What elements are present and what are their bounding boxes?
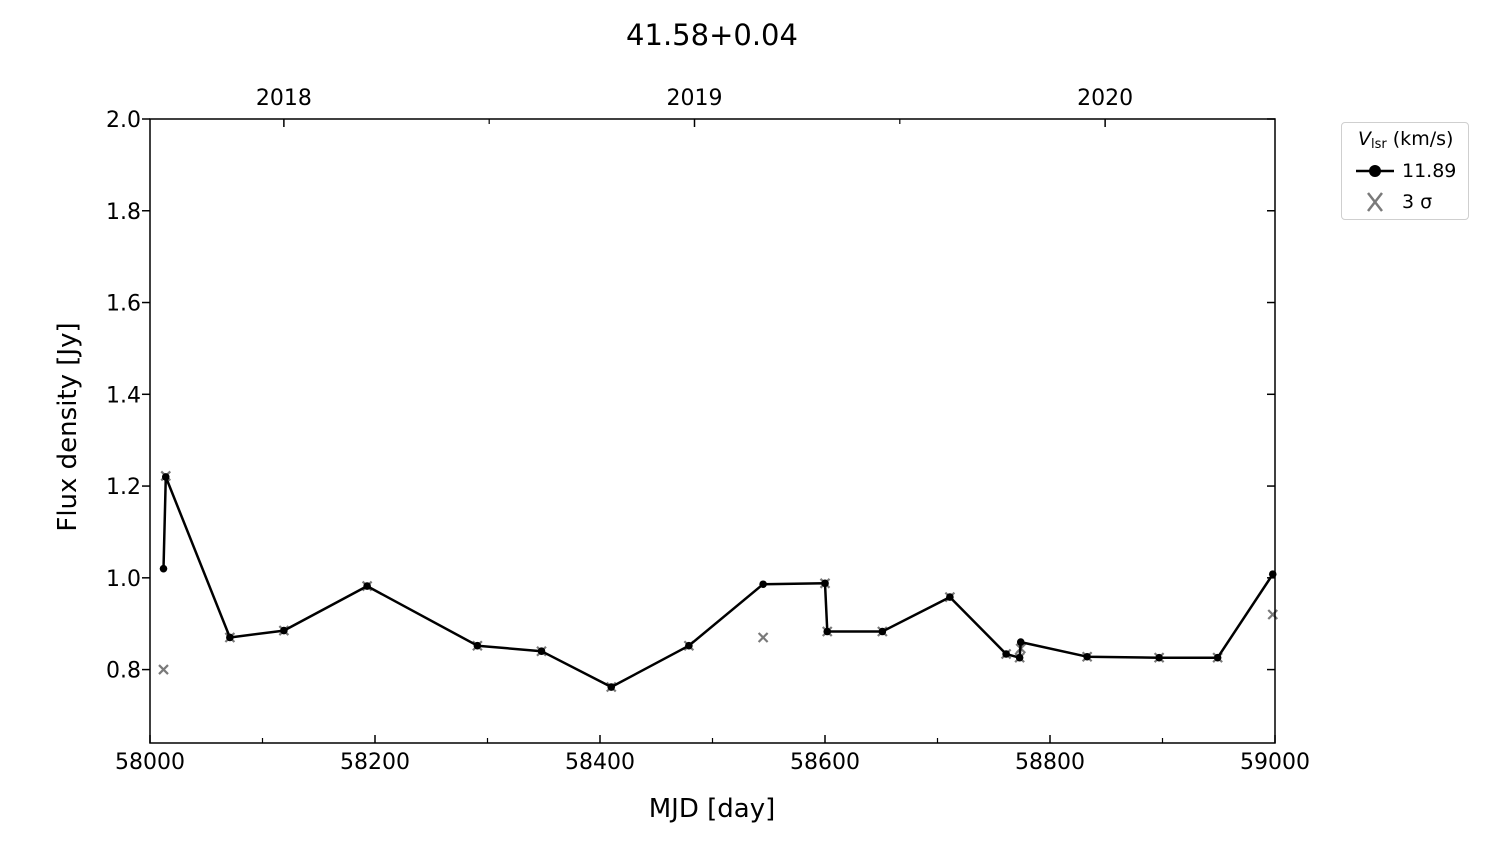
sigma-point — [1267, 609, 1279, 620]
y-axis-label: Flux density [Jy] — [53, 322, 83, 531]
flux-point — [607, 683, 616, 691]
legend-entry-sigma-label: 3 σ — [1402, 191, 1433, 213]
legend-entry-flux: 11.89 — [1350, 158, 1468, 184]
flux-point — [823, 627, 832, 636]
flux-point — [280, 626, 288, 635]
flux-point — [161, 473, 170, 481]
y-tick-label: 1.8 — [106, 200, 141, 225]
flux-point — [1016, 638, 1025, 646]
sigma-x-stroke — [158, 664, 169, 675]
flux-point — [1083, 652, 1091, 661]
x-tick-label: 58400 — [565, 750, 635, 775]
sigma-point — [757, 632, 769, 643]
legend-title-subscript: lsr — [1371, 137, 1387, 152]
top-tick-label: 2019 — [667, 86, 723, 111]
flux-point — [1155, 653, 1163, 662]
flux-point — [878, 627, 887, 636]
plot-frame — [149, 118, 1276, 744]
flux-point — [1002, 650, 1010, 658]
y-tick-label: 1.6 — [106, 292, 141, 317]
top-tick-label: 2020 — [1077, 86, 1133, 111]
y-tick-label: 1.2 — [106, 475, 141, 500]
legend-title: Vlsr (km/s) — [1358, 128, 1453, 152]
y-tick-label: 0.8 — [106, 659, 141, 684]
flux-point — [473, 641, 482, 650]
legend: Vlsr (km/s) 11.89 3 σ — [1341, 122, 1469, 220]
x-tick-label: 58000 — [115, 750, 185, 775]
ticks-layer: 58000 58200 58400 58600 58800 59000 2018 2019 20… — [106, 86, 1310, 775]
flux-point — [759, 580, 767, 589]
flux-point — [1213, 653, 1222, 662]
y-tick-label: 2.0 — [106, 108, 141, 133]
sigma-x-stroke — [757, 632, 769, 643]
flux-point — [821, 579, 829, 588]
y-tick-label: 1.4 — [106, 383, 141, 408]
chart-title: 41.58+0.04 — [626, 18, 798, 52]
series-layer — [158, 470, 1279, 693]
line-dot-marker-icon — [1356, 165, 1394, 177]
flux-point — [685, 641, 693, 650]
x-tick-label: 58600 — [790, 750, 860, 775]
flux-point — [1015, 653, 1024, 662]
sigma-point — [158, 664, 169, 675]
flux-point — [226, 633, 234, 642]
x-tick-label: 58200 — [340, 750, 410, 775]
flux-point — [537, 647, 546, 656]
top-tick-label: 2018 — [256, 86, 312, 111]
x-tick-label: 58800 — [1015, 750, 1085, 775]
legend-title-units: (km/s) — [1386, 128, 1454, 150]
x-axis-label: MJD [day] — [649, 794, 776, 824]
flux-series-line — [162, 475, 1274, 689]
x-tick-label: 59000 — [1240, 750, 1310, 775]
flux-point — [946, 593, 954, 601]
legend-entry-flux-label: 11.89 — [1402, 160, 1457, 182]
flux-point — [363, 582, 371, 590]
x-marker-icon — [1367, 192, 1383, 212]
flux-point — [159, 564, 168, 573]
legend-entry-sigma: 3 σ — [1350, 189, 1468, 215]
y-tick-label: 1.0 — [106, 567, 141, 592]
legend-title-symbol: V — [1358, 128, 1371, 150]
